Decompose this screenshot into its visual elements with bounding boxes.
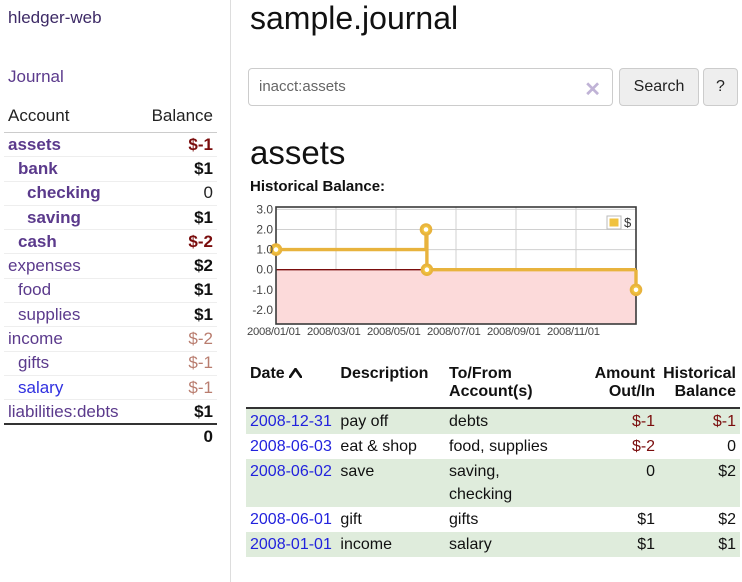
svg-text:2008/01/01: 2008/01/01	[247, 326, 301, 338]
svg-text:2.0: 2.0	[256, 223, 273, 237]
svg-text:-1.0: -1.0	[252, 283, 273, 297]
svg-text:-2.0: -2.0	[252, 303, 273, 317]
svg-text:3.0: 3.0	[256, 205, 273, 217]
svg-text:2008/09/01: 2008/09/01	[487, 326, 541, 338]
svg-text:2008/03/01: 2008/03/01	[307, 326, 361, 338]
svg-text:2008/05/01: 2008/05/01	[367, 326, 421, 338]
svg-text:2008/11/01: 2008/11/01	[547, 326, 600, 338]
svg-text:$: $	[624, 215, 632, 230]
svg-text:0.0: 0.0	[256, 263, 273, 277]
svg-text:1.0: 1.0	[256, 243, 273, 257]
svg-text:2008/07/01: 2008/07/01	[427, 326, 481, 338]
